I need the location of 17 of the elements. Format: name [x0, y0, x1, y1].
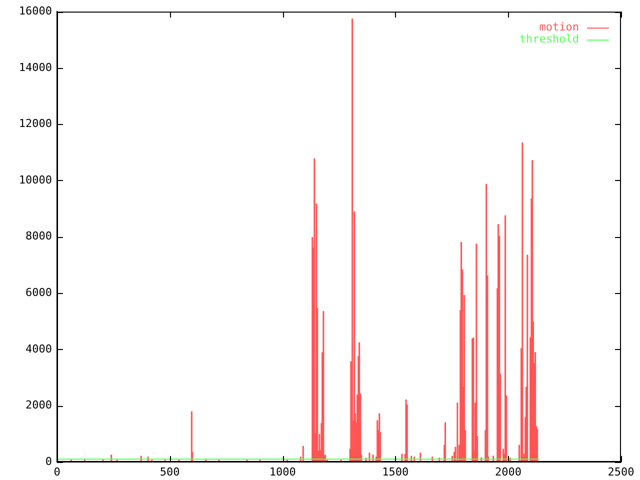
- y-tick-label: 8000: [26, 230, 52, 243]
- y-tick-label: 10000: [18, 173, 52, 186]
- y-tick-label: 12000: [18, 117, 52, 130]
- y-tick-label: 6000: [26, 286, 52, 299]
- y-tick-label: 16000: [18, 4, 52, 18]
- y-tick-label: 0: [45, 454, 52, 468]
- x-tick-label: 500: [160, 465, 180, 478]
- x-tick-label: 2500: [608, 465, 634, 478]
- x-tick-label: 2000: [494, 465, 522, 478]
- legend-label: threshold: [519, 32, 579, 46]
- y-tick-label: 4000: [26, 342, 52, 356]
- legend-label: motion: [539, 20, 579, 34]
- x-tick-label: 1000: [269, 465, 296, 478]
- x-tick-label: 0: [54, 465, 60, 478]
- y-tick-label: 14000: [18, 60, 52, 74]
- x-tick-label: 1500: [382, 465, 409, 478]
- y-tick-label: 2000: [26, 398, 52, 412]
